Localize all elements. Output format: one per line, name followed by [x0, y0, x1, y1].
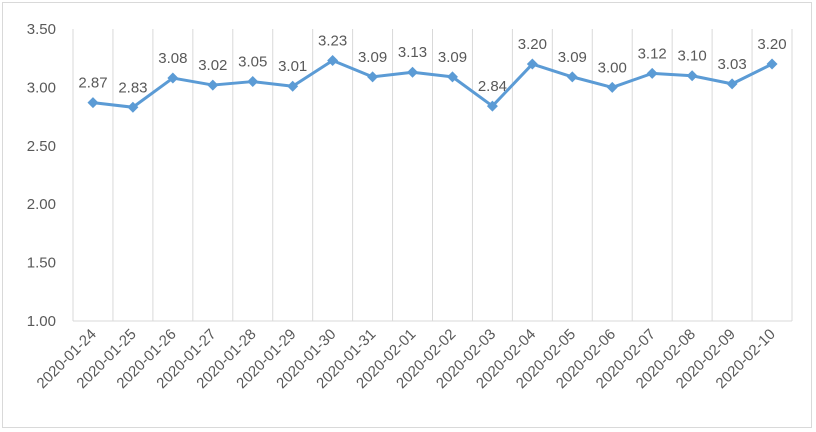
data-label: 3.12: [638, 45, 667, 62]
data-label: 3.02: [198, 57, 227, 74]
data-point-marker: [486, 100, 498, 112]
data-label: 3.00: [598, 59, 627, 76]
series-line: [92, 59, 773, 109]
y-tick-label: 1.00: [27, 313, 56, 330]
data-label: 3.09: [558, 49, 587, 66]
data-label: 3.20: [757, 36, 786, 53]
y-tick-label: 1.50: [27, 255, 56, 272]
data-point-marker: [526, 58, 538, 70]
data-point-marker: [127, 101, 139, 113]
data-label: 3.03: [717, 56, 746, 73]
data-point-marker: [606, 81, 618, 93]
data-point-marker: [287, 80, 299, 92]
data-point-marker: [207, 79, 219, 91]
y-tick-label: 3.00: [27, 79, 56, 96]
data-point-marker: [87, 97, 99, 109]
data-label: 2.83: [118, 79, 147, 96]
data-point-marker: [566, 71, 578, 83]
data-point-marker: [167, 72, 179, 84]
data-label: 3.09: [358, 49, 387, 66]
data-point-marker: [646, 67, 658, 79]
data-label: 3.08: [158, 50, 187, 67]
y-tick-label: 2.50: [27, 138, 56, 155]
data-label: 2.84: [478, 78, 507, 95]
data-label: 3.09: [438, 49, 467, 66]
data-point-marker: [247, 76, 259, 88]
data-point-marker: [407, 66, 419, 78]
data-label: 3.13: [398, 44, 427, 61]
data-point-marker: [327, 55, 339, 67]
data-point-marker: [686, 70, 698, 82]
data-label: 3.10: [678, 48, 707, 65]
data-point-marker: [726, 78, 738, 90]
data-point-marker: [446, 71, 458, 83]
y-tick-label: 2.00: [27, 196, 56, 213]
y-tick-label: 3.50: [27, 21, 56, 38]
data-point-marker: [367, 71, 379, 83]
data-label: 2.87: [78, 75, 107, 92]
data-label: 3.05: [238, 54, 267, 71]
data-label: 3.23: [318, 33, 347, 50]
data-label: 3.20: [518, 36, 547, 53]
data-label: 3.01: [278, 58, 307, 75]
data-point-marker: [766, 58, 778, 70]
